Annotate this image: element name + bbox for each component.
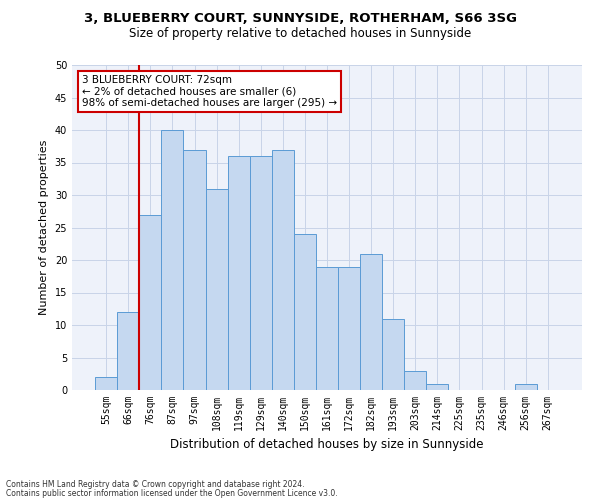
Bar [227, 156, 250, 390]
Bar [206, 188, 227, 390]
Bar [515, 384, 537, 390]
Bar [139, 214, 161, 390]
Text: Contains public sector information licensed under the Open Government Licence v3: Contains public sector information licen… [6, 489, 338, 498]
Bar [360, 254, 382, 390]
Bar [316, 266, 338, 390]
Bar [161, 130, 184, 390]
Y-axis label: Number of detached properties: Number of detached properties [39, 140, 49, 315]
Bar [427, 384, 448, 390]
X-axis label: Distribution of detached houses by size in Sunnyside: Distribution of detached houses by size … [170, 438, 484, 452]
Text: 3, BLUEBERRY COURT, SUNNYSIDE, ROTHERHAM, S66 3SG: 3, BLUEBERRY COURT, SUNNYSIDE, ROTHERHAM… [83, 12, 517, 26]
Bar [117, 312, 139, 390]
Bar [250, 156, 272, 390]
Bar [272, 150, 294, 390]
Bar [184, 150, 206, 390]
Bar [95, 377, 117, 390]
Bar [338, 266, 360, 390]
Text: Size of property relative to detached houses in Sunnyside: Size of property relative to detached ho… [129, 28, 471, 40]
Bar [294, 234, 316, 390]
Text: 3 BLUEBERRY COURT: 72sqm
← 2% of detached houses are smaller (6)
98% of semi-det: 3 BLUEBERRY COURT: 72sqm ← 2% of detache… [82, 74, 337, 108]
Bar [404, 370, 427, 390]
Text: Contains HM Land Registry data © Crown copyright and database right 2024.: Contains HM Land Registry data © Crown c… [6, 480, 305, 489]
Bar [382, 318, 404, 390]
